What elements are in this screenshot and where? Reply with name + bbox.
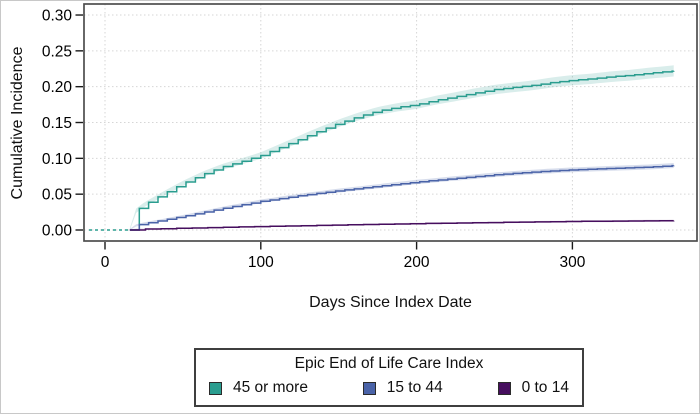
x-axis-title: Days Since Index Date bbox=[309, 294, 472, 311]
chart-plot-area: 0 100 200 300 0.00 0.05 0.10 0.15 0.20 0.25 0.30 bbox=[42, 3, 698, 271]
series-line-0-to-14 bbox=[129, 220, 675, 231]
x-tick-label: 300 bbox=[559, 254, 585, 271]
y-tick-label: 0.05 bbox=[42, 187, 72, 204]
x-tick-label: 200 bbox=[404, 254, 430, 271]
y-tick-label: 0.20 bbox=[42, 79, 73, 96]
y-tick-label: 0.30 bbox=[42, 8, 73, 25]
legend-swatch-45-or-more bbox=[209, 381, 222, 395]
confidence-band-15-to-44 bbox=[129, 163, 674, 230]
legend-swatch-0-to-14 bbox=[497, 381, 511, 395]
legend-label: 15 to 44 bbox=[386, 379, 443, 396]
legend-item-0-to-14: 0 to 14 bbox=[497, 379, 569, 397]
x-tick-label: 100 bbox=[248, 254, 274, 271]
series-line-45-or-more bbox=[129, 70, 675, 231]
y-axis-title: Cumulative Incidence bbox=[9, 46, 26, 200]
legend-swatch-15-to-44 bbox=[362, 381, 376, 395]
confidence-band-45-or-more bbox=[129, 65, 674, 230]
y-tick-label: 0.00 bbox=[42, 223, 73, 240]
plot-border bbox=[83, 3, 698, 242]
legend-item-45-or-more: 45 or more bbox=[209, 379, 308, 397]
legend-label: 0 to 14 bbox=[521, 379, 569, 396]
y-tick-label: 0.25 bbox=[42, 43, 72, 60]
y-tick-label: 0.15 bbox=[42, 115, 72, 132]
series-line-15-to-44 bbox=[129, 164, 675, 231]
legend: Epic End of Life Care Index 45 or more 1… bbox=[194, 348, 584, 407]
legend-item-15-to-44: 15 to 44 bbox=[362, 379, 443, 397]
legend-row: 45 or more 15 to 44 0 to 14 bbox=[209, 379, 569, 397]
legend-label: 45 or more bbox=[233, 379, 308, 396]
legend-title: Epic End of Life Care Index bbox=[294, 355, 484, 372]
x-tick-label: 0 bbox=[101, 254, 110, 271]
y-tick-label: 0.10 bbox=[42, 151, 73, 168]
